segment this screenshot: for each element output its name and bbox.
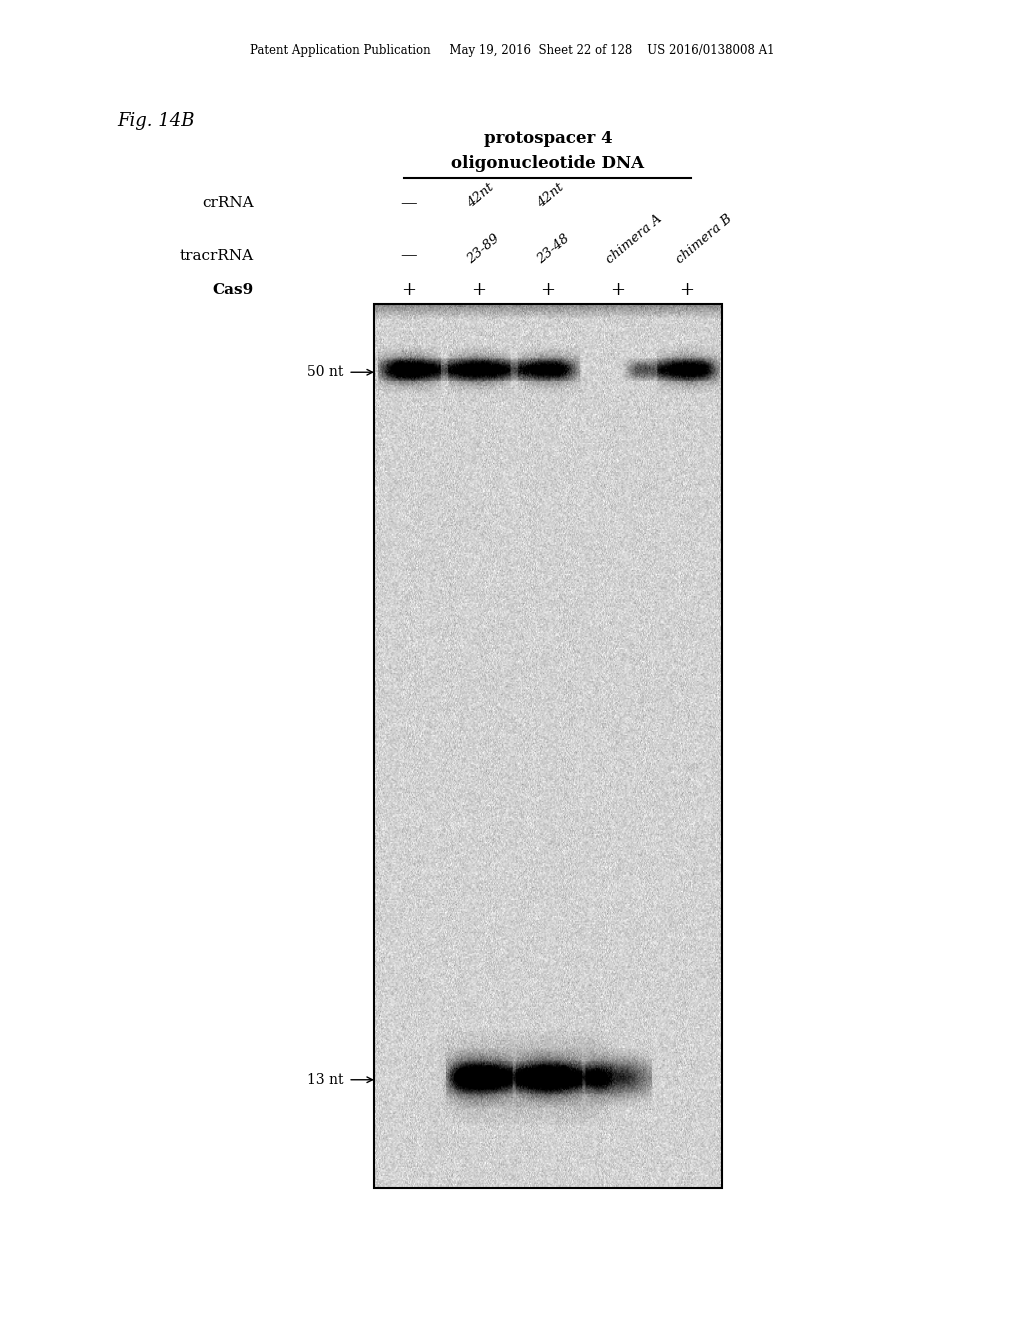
Text: +: + <box>680 281 694 300</box>
Text: Fig. 14B: Fig. 14B <box>118 112 196 131</box>
Text: 23-89: 23-89 <box>465 232 502 267</box>
Text: 42nt: 42nt <box>465 181 497 210</box>
Text: chimera A: chimera A <box>604 213 665 267</box>
Text: chimera B: chimera B <box>674 213 735 267</box>
Text: —: — <box>400 195 417 211</box>
Text: +: + <box>541 281 555 300</box>
Text: tracrRNA: tracrRNA <box>180 249 254 263</box>
Text: crRNA: crRNA <box>203 197 254 210</box>
Text: 50 nt: 50 nt <box>306 366 343 379</box>
Text: 23-48: 23-48 <box>535 232 571 267</box>
Text: +: + <box>610 281 625 300</box>
Text: —: — <box>400 248 417 264</box>
Text: 42nt: 42nt <box>535 181 566 210</box>
Text: protospacer 4: protospacer 4 <box>483 131 612 147</box>
Text: +: + <box>471 281 485 300</box>
Text: +: + <box>401 281 416 300</box>
Bar <box>374 304 722 1188</box>
Text: oligonucleotide DNA: oligonucleotide DNA <box>452 156 644 172</box>
Text: Cas9: Cas9 <box>213 284 254 297</box>
Text: 13 nt: 13 nt <box>306 1073 343 1086</box>
Text: Patent Application Publication     May 19, 2016  Sheet 22 of 128    US 2016/0138: Patent Application Publication May 19, 2… <box>250 44 774 57</box>
